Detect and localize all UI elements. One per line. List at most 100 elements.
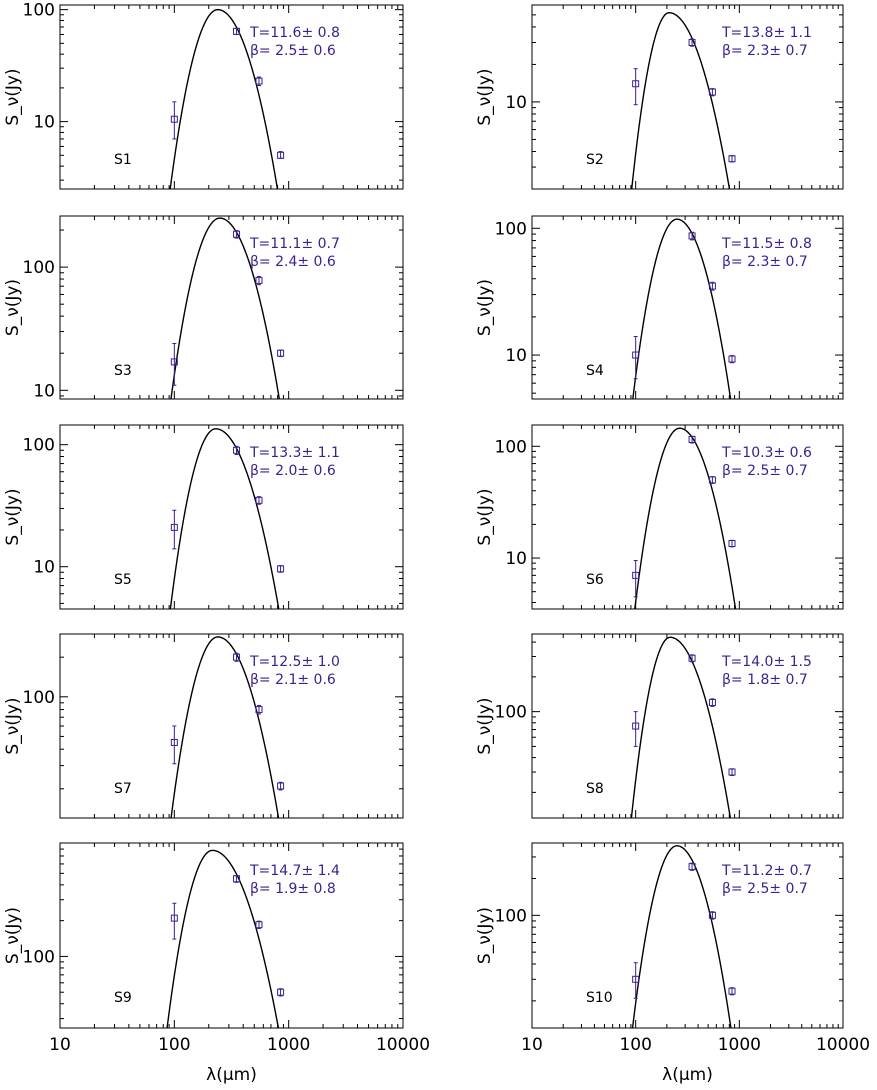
- data-point: [688, 231, 696, 241]
- beta-annotation: β= 2.0± 0.6: [250, 463, 336, 479]
- data-point: [708, 698, 716, 707]
- y-tick-label: 100: [495, 219, 527, 239]
- panel-label: S8: [586, 781, 604, 797]
- temperature-annotation: T=12.5± 1.0: [249, 654, 340, 670]
- data-point: [688, 862, 696, 871]
- axes-frame: [59, 215, 404, 400]
- y-axis-label: S_ν(Jy): [475, 907, 495, 964]
- data-point: [728, 987, 736, 996]
- data-point: [632, 68, 640, 106]
- temperature-annotation: T=11.6± 0.8: [249, 25, 340, 41]
- data-point: [728, 355, 736, 364]
- y-axis-label: S_ν(Jy): [3, 697, 23, 754]
- data-point: [277, 781, 285, 791]
- temperature-annotation: T=11.5± 0.8: [721, 236, 812, 252]
- data-point: [255, 496, 263, 505]
- fit-curve: [170, 217, 280, 399]
- beta-annotation: β= 2.3± 0.7: [722, 254, 808, 270]
- y-axis-label: S_ν(Jy): [3, 279, 23, 336]
- temperature-annotation: T=13.3± 1.1: [249, 445, 340, 461]
- data-point: [255, 704, 263, 715]
- data-point: [255, 920, 263, 929]
- temperature-annotation: T=11.2± 0.7: [721, 863, 812, 879]
- temperature-annotation: T=11.1± 0.7: [249, 236, 340, 252]
- data-point: [233, 230, 241, 239]
- y-axis-label: S_ν(Jy): [475, 697, 495, 754]
- x-tick-label: 10: [49, 1035, 71, 1055]
- x-tick-label: 100: [619, 1035, 651, 1055]
- y-tick-label: 10: [33, 381, 55, 401]
- panel-s6: 10 100 S_ν(Jy) S6 T=10.3± 0.6 β= 2.5± 0.7: [475, 424, 844, 610]
- y-tick-label: 100: [495, 437, 527, 457]
- beta-annotation: β= 2.5± 0.7: [722, 463, 808, 479]
- data-point: [632, 560, 640, 598]
- x-axis-label: λ(μm): [662, 1065, 713, 1085]
- x-tick-label: 10000: [816, 1035, 870, 1055]
- fit-curve: [634, 427, 737, 609]
- y-tick-label: 10: [33, 113, 55, 133]
- fit-curve: [632, 218, 732, 399]
- axes-frame: [531, 4, 844, 190]
- axes-frame: [531, 424, 844, 610]
- panel-label: S5: [114, 572, 132, 588]
- data-point: [632, 711, 640, 747]
- data-point: [688, 38, 696, 47]
- panel-label: S1: [114, 152, 132, 168]
- y-axis-label: S_ν(Jy): [475, 279, 495, 336]
- y-axis-label: S_ν(Jy): [3, 68, 23, 125]
- panel-s5: 10 100 S_ν(Jy) S5 T=13.3± 1.1 β= 2.0± 0.6: [3, 424, 404, 610]
- panel-s2: 10 S_ν(Jy) S2 T=13.8± 1.1 β= 2.3± 0.7: [475, 4, 844, 190]
- data-point: [277, 151, 285, 159]
- beta-annotation: β= 2.4± 0.6: [250, 254, 336, 270]
- data-point: [170, 342, 178, 386]
- panel-s4: 10 100 S_ν(Jy) S4 T=11.5± 0.8 β= 2.3± 0.7: [475, 215, 844, 400]
- data-point: [708, 476, 716, 484]
- temperature-annotation: T=10.3± 0.6: [721, 445, 812, 461]
- y-tick-label: 100: [495, 703, 527, 723]
- data-point: [233, 445, 241, 456]
- axes-frame: [59, 842, 404, 1029]
- y-tick-label: 100: [23, 258, 55, 278]
- y-tick-label: 100: [23, 688, 55, 708]
- axes-frame: [59, 633, 404, 819]
- data-point: [728, 768, 736, 776]
- data-point: [688, 435, 696, 444]
- data-point: [632, 962, 640, 999]
- data-point: [688, 654, 696, 663]
- axes-frame: [59, 424, 404, 610]
- data-point: [728, 539, 736, 548]
- y-tick-label: 100: [23, 436, 55, 456]
- panel-label: S9: [114, 990, 132, 1006]
- axes-frame: [59, 4, 404, 190]
- data-point: [233, 27, 241, 35]
- y-axis-label: S_ν(Jy): [475, 68, 495, 125]
- y-axis-label: S_ν(Jy): [475, 488, 495, 545]
- beta-annotation: β= 2.1± 0.6: [250, 672, 336, 688]
- data-point: [632, 336, 640, 380]
- data-point: [708, 281, 716, 291]
- data-point: [170, 902, 178, 940]
- panel-label: S2: [586, 152, 604, 168]
- y-axis-label: S_ν(Jy): [3, 488, 23, 545]
- data-point: [255, 76, 263, 87]
- panel-label: S10: [586, 990, 613, 1006]
- beta-annotation: β= 2.3± 0.7: [722, 43, 808, 59]
- data-point: [277, 988, 285, 997]
- x-tick-label: 1000: [718, 1035, 761, 1055]
- fit-curve: [166, 849, 280, 1028]
- beta-annotation: β= 2.5± 0.6: [250, 43, 336, 59]
- data-point: [708, 88, 716, 97]
- panel-s1: 10 100 S_ν(Jy) S1 T=11.6± 0.8 β= 2.5± 0.6: [3, 1, 404, 190]
- data-point: [277, 565, 285, 573]
- data-point: [708, 911, 716, 920]
- panel-label: S4: [586, 363, 604, 379]
- panel-s9: 100 10 100 1000 10000 λ(μm) S_ν(Jy) S9 T=14.7± 1…: [3, 842, 430, 1085]
- x-tick-label: 1000: [267, 1035, 310, 1055]
- data-point: [277, 349, 285, 358]
- fit-curve: [631, 12, 731, 189]
- x-tick-label: 10000: [376, 1035, 430, 1055]
- temperature-annotation: T=13.8± 1.1: [721, 25, 812, 41]
